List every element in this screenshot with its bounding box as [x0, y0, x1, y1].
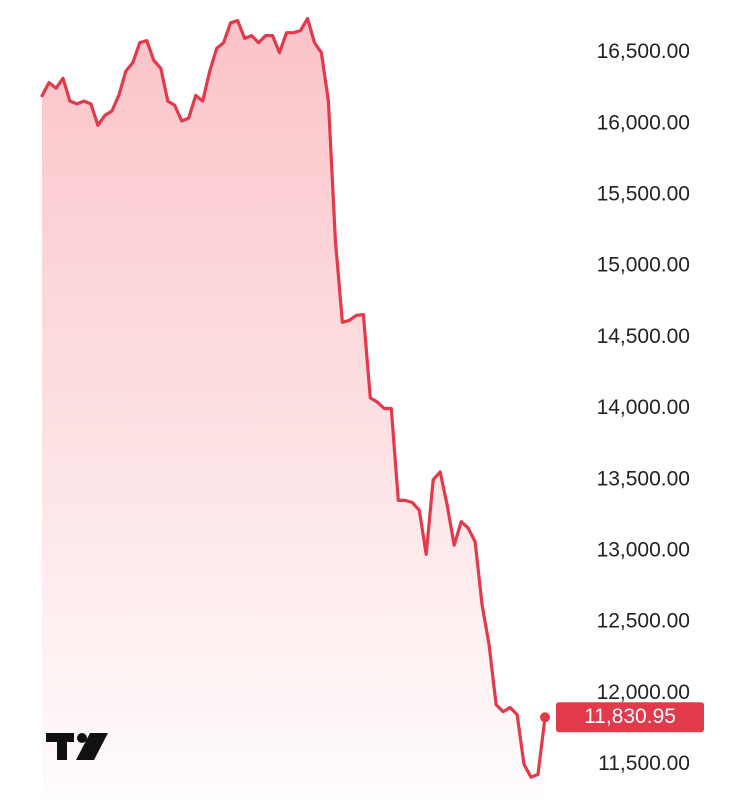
y-tick-label: 15,500.00 — [597, 183, 690, 206]
y-tick-label: 13,000.00 — [597, 538, 690, 561]
y-tick-label: 12,000.00 — [597, 681, 690, 704]
y-tick-label: 12,500.00 — [597, 610, 690, 633]
price-line — [40, 16, 547, 779]
logo — [46, 733, 108, 760]
y-tick-label: 16,500.00 — [597, 40, 690, 63]
area-fill — [42, 18, 545, 800]
last-price-box — [556, 702, 704, 733]
y-tick-label: 15,000.00 — [597, 254, 690, 277]
last-point — [540, 712, 550, 723]
last-price-label: 11,830.95 — [584, 705, 676, 728]
y-tick-label: 14,000.00 — [597, 396, 690, 419]
y-tick-label: 16,000.00 — [597, 111, 690, 134]
y-tick-label: 11,500.00 — [598, 752, 690, 775]
y-tick-label: 13,500.00 — [597, 467, 690, 490]
y-tick-label: 14,500.00 — [597, 325, 690, 348]
